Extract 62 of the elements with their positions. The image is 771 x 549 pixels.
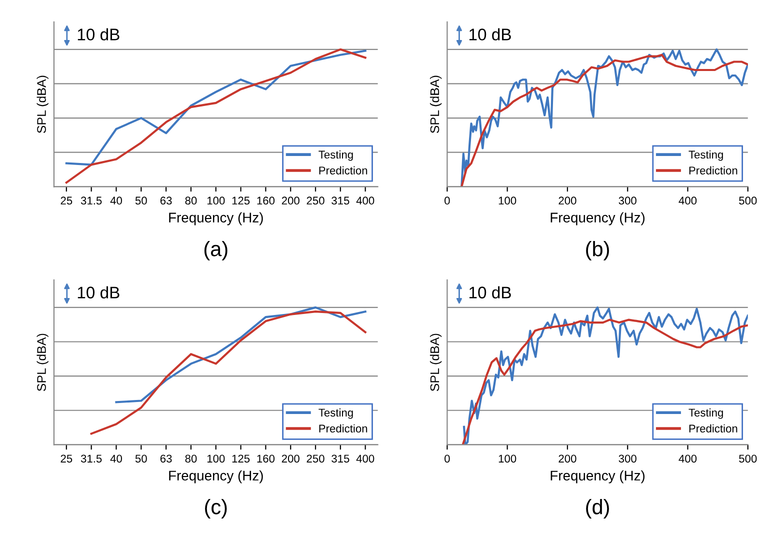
x-tick-label: 80 bbox=[185, 454, 197, 463]
x-tick-label: 63 bbox=[160, 454, 172, 463]
x-tick-label: 125 bbox=[232, 196, 250, 205]
x-tick-label: 200 bbox=[558, 454, 576, 463]
y-axis-title: SPL (dBA) bbox=[36, 76, 48, 134]
x-tick-label: 100 bbox=[498, 196, 516, 205]
x-tick-label: 400 bbox=[678, 454, 697, 463]
x-tick-label: 400 bbox=[356, 454, 374, 463]
x-tick-label: 25 bbox=[60, 196, 72, 205]
x-tick-label: 25 bbox=[60, 454, 72, 463]
y-axis-title: SPL (dBA) bbox=[430, 76, 442, 134]
x-tick-label: 250 bbox=[306, 454, 324, 463]
text: 10 dB bbox=[470, 286, 511, 298]
x-tick-label: 40 bbox=[110, 196, 122, 205]
x-tick-label: 50 bbox=[135, 196, 147, 205]
x-tick-label: 500 bbox=[739, 454, 757, 463]
x-tick-label: 400 bbox=[678, 196, 697, 205]
x-tick-label: 0 bbox=[444, 454, 450, 463]
x-axis-title: Frequency (Hz) bbox=[169, 212, 263, 226]
legend-label: Testing bbox=[688, 408, 723, 419]
y-axis-title: SPL (dBA) bbox=[430, 334, 442, 392]
x-tick-label: 200 bbox=[558, 196, 576, 205]
legend-label: Testing bbox=[688, 150, 723, 161]
x-tick-label: 315 bbox=[332, 196, 350, 205]
x-tick-label: 50 bbox=[135, 454, 147, 463]
x-tick-label: 31.5 bbox=[80, 454, 102, 463]
text: (d) bbox=[586, 499, 609, 518]
legend-label: Prediction bbox=[319, 166, 368, 174]
x-tick-label: 125 bbox=[232, 454, 250, 463]
x-tick-label: 100 bbox=[207, 454, 225, 463]
legend-label: Prediction bbox=[689, 166, 738, 174]
x-tick-label: 0 bbox=[444, 196, 450, 205]
x-tick-label: 500 bbox=[739, 196, 757, 205]
x-tick-label: 63 bbox=[160, 196, 172, 205]
x-tick-label: 80 bbox=[185, 196, 197, 205]
x-tick-label: 300 bbox=[618, 196, 636, 205]
text: (b) bbox=[586, 241, 609, 260]
x-tick-label: 100 bbox=[207, 196, 225, 205]
text: 10 dB bbox=[78, 28, 120, 40]
x-tick-label: 400 bbox=[356, 196, 374, 205]
x-tick-label: 315 bbox=[332, 454, 350, 463]
text: 10 dB bbox=[78, 286, 120, 298]
y-axis-title: SPL (dBA) bbox=[36, 334, 48, 392]
text: (c) bbox=[205, 499, 227, 518]
legend-label: Prediction bbox=[319, 424, 368, 432]
x-tick-label: 300 bbox=[618, 454, 636, 463]
x-tick-label: 100 bbox=[498, 454, 516, 463]
x-axis-title: Frequency (Hz) bbox=[550, 470, 645, 484]
x-tick-label: 31.5 bbox=[80, 196, 102, 205]
x-tick-label: 160 bbox=[257, 196, 275, 205]
legend-label: Testing bbox=[318, 408, 353, 419]
text: 10 dB bbox=[470, 28, 511, 40]
text: (a) bbox=[204, 241, 228, 260]
x-axis-title: Frequency (Hz) bbox=[169, 470, 263, 484]
x-axis-title: Frequency (Hz) bbox=[550, 212, 645, 226]
legend-label: Testing bbox=[318, 150, 353, 161]
legend-label: Prediction bbox=[689, 424, 738, 432]
x-tick-label: 200 bbox=[282, 196, 300, 205]
x-tick-label: 250 bbox=[306, 196, 324, 205]
x-tick-label: 200 bbox=[282, 454, 300, 463]
x-tick-label: 40 bbox=[110, 454, 122, 463]
x-tick-label: 160 bbox=[257, 454, 275, 463]
